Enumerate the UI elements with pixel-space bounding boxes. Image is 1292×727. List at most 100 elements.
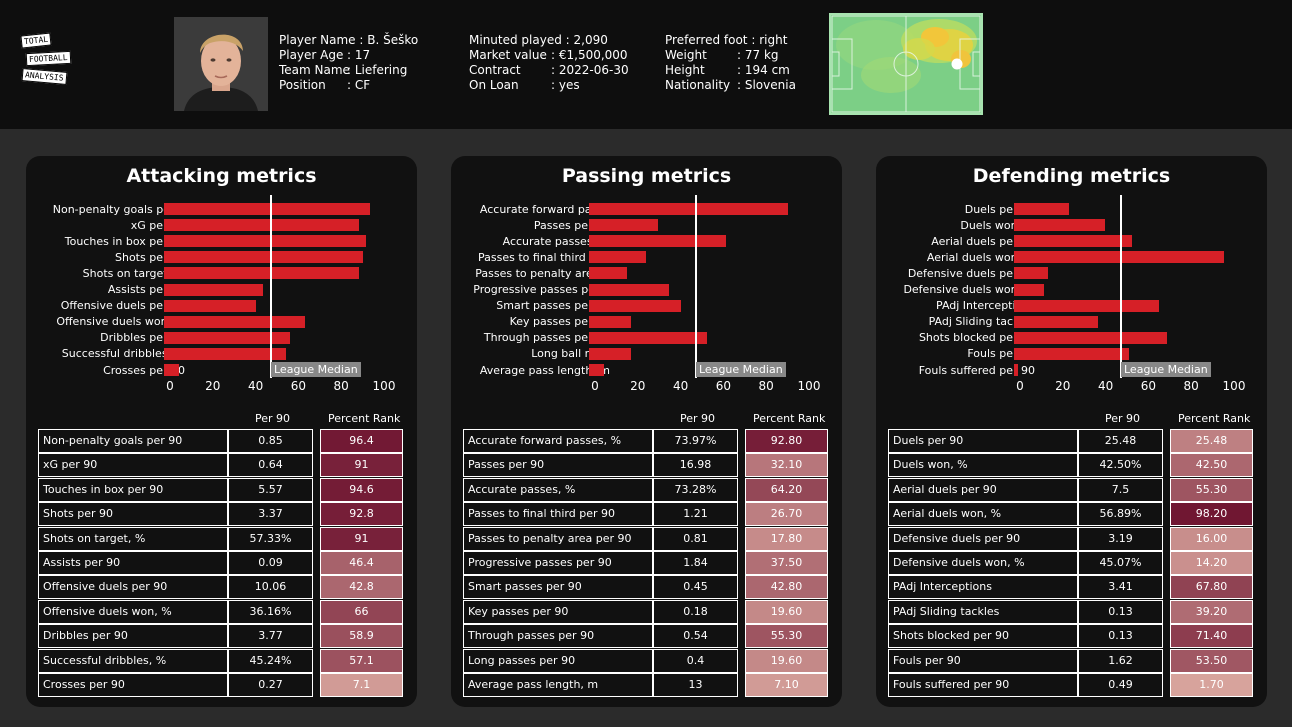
metric-name-cell: Shots on target, %: [38, 526, 228, 551]
percent-rank-cell: 91: [320, 453, 403, 478]
percent-rank-cell: 55.30: [1170, 477, 1253, 502]
axis-tick-label: 40: [247, 379, 264, 393]
metric-name-cell: Assists per 90: [38, 551, 228, 575]
metric-name-cell: Progressive passes per 90: [463, 551, 653, 575]
header: TOTAL FOOTBALL ANALYSIS Player Name : B.…: [0, 0, 1292, 129]
chart-bar: [589, 219, 658, 232]
per90-value-cell: 56.89%: [1078, 502, 1163, 527]
percent-rank-cell: 53.50: [1170, 648, 1253, 673]
chart-bar: [1014, 347, 1129, 360]
per90-value-cell: 0.13: [1078, 599, 1163, 624]
league-median-label: League Median: [696, 362, 786, 377]
per90-value-cell: 36.16%: [228, 599, 313, 624]
per90-value-cell: 73.28%: [653, 477, 738, 502]
percent-rank-cell: 39.20: [1170, 599, 1253, 624]
percent-rank-cell: 42.80: [745, 575, 828, 600]
chart-bar: [589, 299, 681, 312]
chart-category-label: Passes to penalty area ..: [475, 266, 610, 280]
player-name-row: Player Name : B. Šeško: [279, 33, 418, 48]
metric-name-cell: Dribbles per 90: [38, 624, 228, 649]
percent-rank-cell: 58.9: [320, 624, 403, 649]
chart-category-label: Average pass length, m: [479, 363, 610, 377]
per90-value-cell: 1.84: [653, 551, 738, 575]
chart-category-label: Aerial duels per 90: [931, 234, 1035, 248]
market-value-value: : €1,500,000: [551, 48, 628, 62]
chart-category-label: Defensive duels per 90: [907, 266, 1035, 280]
contract-label: Contract: [469, 63, 521, 77]
metric-name-cell: Duels per 90: [888, 429, 1078, 453]
height-label: Height: [665, 63, 705, 77]
chart-bar: [164, 299, 256, 312]
metric-name-cell: Long passes per 90: [463, 648, 653, 673]
chart-bar: [164, 283, 264, 296]
percent-rank-cell: 19.60: [745, 599, 828, 624]
chart-category-label: Accurate passes, %: [502, 234, 610, 248]
chart-bar: [1014, 267, 1049, 280]
team-name-value: : Liefering: [347, 63, 408, 77]
league-median-line: [270, 195, 272, 379]
chart-bar: [164, 347, 287, 360]
chart-bar: [1014, 219, 1105, 232]
percent-rank-cell: 42.8: [320, 575, 403, 600]
percent-rank-cell: 98.20: [1170, 502, 1253, 527]
weight-value: : 77 kg: [737, 48, 779, 62]
axis-tick-label: 100: [372, 379, 396, 393]
per90-value-cell: 1.62: [1078, 648, 1163, 673]
chart-bar: [1014, 331, 1167, 344]
preferred-foot-row: Preferred foot : right: [665, 33, 796, 48]
chart-bar: [1014, 364, 1018, 376]
percent-rank-cell: 92.80: [745, 429, 828, 453]
metric-name-cell: Shots blocked per 90: [888, 624, 1078, 649]
on-loan-value: : yes: [551, 78, 580, 92]
chart-category-label: Dribbles per 90: [100, 331, 185, 345]
axis-tick-label: 100: [797, 379, 821, 393]
per90-column-header: Per 90: [255, 412, 291, 425]
logo-word: FOOTBALL: [25, 50, 71, 67]
chart-category-label: Through passes per 90: [483, 331, 610, 345]
percent-rank-cell: 91: [320, 526, 403, 551]
axis-tick-label: 0: [1016, 379, 1024, 393]
contract-value: : 2022-06-30: [551, 63, 629, 77]
chart-bar: [164, 364, 180, 376]
per90-value-cell: 13: [653, 673, 738, 697]
axis-tick-label: 20: [205, 379, 221, 393]
per90-value-cell: 0.54: [653, 624, 738, 649]
per90-value-cell: 5.57: [228, 477, 313, 502]
preferred-foot-label: Preferred foot :: [665, 33, 756, 47]
metric-name-cell: Accurate passes, %: [463, 477, 653, 502]
percent-rank-column-header: Percent Rank: [328, 412, 401, 425]
nationality-label: Nationality: [665, 78, 731, 92]
metric-name-cell: Passes per 90: [463, 453, 653, 478]
percent-rank-cell: 92.8: [320, 502, 403, 527]
per90-value-cell: 0.64: [228, 453, 313, 478]
per90-value-cell: 0.27: [228, 673, 313, 697]
metric-name-cell: Key passes per 90: [463, 599, 653, 624]
axis-tick-label: 80: [758, 379, 774, 393]
chart-category-label: Shots on target, %: [82, 266, 185, 280]
metric-name-cell: Fouls per 90: [888, 648, 1078, 673]
team-name-label: Team Name: [279, 63, 350, 77]
metric-name-cell: Defensive duels won, %: [888, 551, 1078, 575]
axis-tick-label: 20: [1055, 379, 1071, 393]
per90-value-cell: 3.37: [228, 502, 313, 527]
per90-value-cell: 45.24%: [228, 648, 313, 673]
chart-bar: [1014, 203, 1069, 215]
metric-name-cell: PAdj Interceptions: [888, 575, 1078, 600]
percent-rank-cell: 64.20: [745, 477, 828, 502]
metric-name-cell: Passes to final third per 90: [463, 502, 653, 527]
percent-rank-cell: 46.4: [320, 551, 403, 575]
per90-value-cell: 42.50%: [1078, 453, 1163, 478]
per90-value-cell: 0.4: [653, 648, 738, 673]
per90-value-cell: 0.45: [653, 575, 738, 600]
percent-rank-cell: 14.20: [1170, 551, 1253, 575]
heatmap-pitch: [829, 13, 983, 115]
minutes-played-row: Minuted played : 2,090: [469, 33, 629, 48]
percent-rank-cell: 1.70: [1170, 673, 1253, 697]
axis-tick-label: 60: [1140, 379, 1157, 393]
defending-metrics-panel: Defending metrics Duels per 90 Duels won, …: [876, 156, 1267, 707]
metric-name-cell: Shots per 90: [38, 502, 228, 527]
percent-rank-cell: 66: [320, 599, 403, 624]
chart-bar: [164, 251, 363, 264]
chart-bar: [164, 267, 359, 280]
position-value: : CF: [347, 78, 371, 92]
